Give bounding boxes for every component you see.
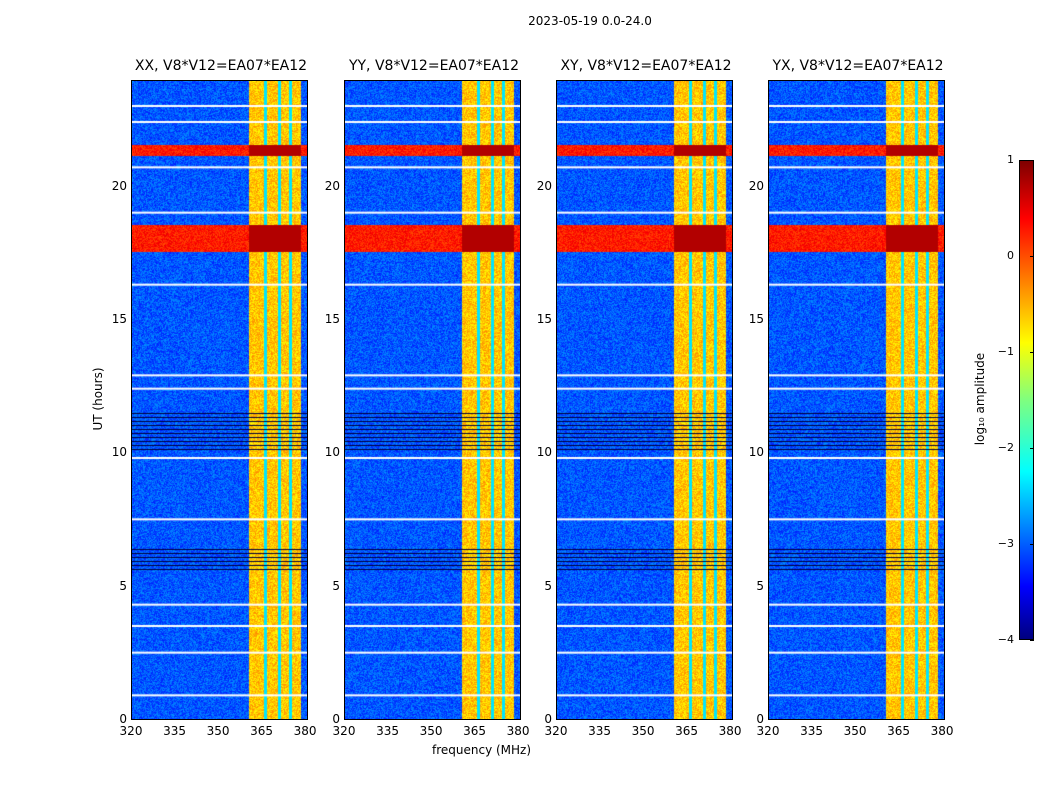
x-tick-label: 365 bbox=[250, 724, 274, 738]
x-tick-label: 350 bbox=[419, 724, 443, 738]
panel-yx: YX, V8*V12=EA07*EA12 bbox=[768, 58, 945, 720]
colorbar-tick-mark bbox=[1030, 448, 1034, 449]
heatmap-cells bbox=[557, 81, 732, 719]
y-tick-label: 15 bbox=[748, 312, 764, 326]
x-tick-label: 380 bbox=[930, 724, 954, 738]
heatmap-plot bbox=[768, 80, 945, 720]
y-tick-label: 15 bbox=[324, 312, 340, 326]
panel-title: YX, V8*V12=EA07*EA12 bbox=[772, 58, 944, 74]
y-tick-label: 0 bbox=[544, 712, 552, 726]
heatmap-cells bbox=[345, 81, 520, 719]
colorbar-tick-label: 0 bbox=[1007, 249, 1014, 262]
x-tick-label: 350 bbox=[843, 724, 867, 738]
y-tick-label: 10 bbox=[748, 445, 764, 460]
colorbar-tick-mark bbox=[1030, 544, 1034, 545]
y-tick-label: 15 bbox=[111, 312, 127, 326]
x-tick-label: 335 bbox=[800, 724, 823, 738]
colorbar-tick-label: −2 bbox=[997, 441, 1014, 454]
x-tick-label: 365 bbox=[463, 724, 487, 738]
colorbar-tick-mark bbox=[1030, 352, 1034, 353]
x-tick-label: 320 bbox=[756, 724, 780, 738]
y-tick-label: 5 bbox=[119, 578, 127, 593]
y-tick-label: 20 bbox=[748, 178, 764, 193]
x-tick-label: 335 bbox=[376, 724, 399, 738]
suptitle: 2023-05-19 0.0-24.0 bbox=[528, 14, 652, 28]
colorbar-tick-label: −3 bbox=[997, 537, 1014, 550]
heatmap-cells bbox=[769, 81, 944, 719]
colorbar-tick-label: −4 bbox=[997, 633, 1014, 646]
panel-xx: XX, V8*V12=EA07*EA12 bbox=[131, 58, 308, 720]
heatmap-plot bbox=[556, 80, 733, 720]
y-tick-label: 10 bbox=[536, 445, 552, 460]
x-tick-label: 350 bbox=[631, 724, 655, 738]
panel-title: XX, V8*V12=EA07*EA12 bbox=[134, 58, 308, 74]
y-tick-label: 20 bbox=[111, 178, 127, 193]
y-tick-label: 5 bbox=[756, 578, 764, 593]
x-tick-label: 350 bbox=[206, 724, 230, 738]
x-tick-label: 320 bbox=[544, 724, 568, 738]
y-tick-label: 5 bbox=[332, 578, 340, 593]
x-tick-label: 380 bbox=[506, 724, 530, 738]
y-tick-label: 15 bbox=[536, 312, 552, 326]
y-tick-label: 5 bbox=[544, 578, 552, 593]
panel-title: XY, V8*V12=EA07*EA12 bbox=[560, 58, 732, 74]
heatmap-plot bbox=[344, 80, 521, 720]
x-tick-label: 365 bbox=[675, 724, 699, 738]
colorbar-tick-mark bbox=[1030, 640, 1034, 641]
y-tick-label: 0 bbox=[756, 712, 764, 726]
colorbar-tick-mark bbox=[1030, 256, 1034, 257]
y-tick-label: 10 bbox=[111, 445, 127, 460]
x-tick-label: 380 bbox=[293, 724, 317, 738]
panel-xy: XY, V8*V12=EA07*EA12 bbox=[556, 58, 733, 720]
y-tick-label: 20 bbox=[324, 178, 340, 193]
panel-title: YY, V8*V12=EA07*EA12 bbox=[348, 58, 520, 74]
heatmap-plot bbox=[131, 80, 308, 720]
heatmap-cells bbox=[132, 81, 307, 719]
y-tick-label: 0 bbox=[332, 712, 340, 726]
panel-yy: YY, V8*V12=EA07*EA12 bbox=[344, 58, 521, 720]
y-tick-label: 10 bbox=[324, 445, 340, 460]
y-axis-label: UT (hours) bbox=[91, 367, 105, 431]
x-tick-label: 320 bbox=[119, 724, 143, 738]
x-tick-label: 335 bbox=[163, 724, 186, 738]
colorbar bbox=[1019, 160, 1034, 640]
colorbar-tick-label: 1 bbox=[1007, 153, 1014, 166]
y-tick-label: 20 bbox=[536, 178, 552, 193]
x-tick-label: 365 bbox=[887, 724, 911, 738]
x-tick-label: 320 bbox=[332, 724, 356, 738]
y-tick-label: 0 bbox=[119, 712, 127, 726]
x-tick-label: 335 bbox=[588, 724, 611, 738]
colorbar-tick-mark bbox=[1030, 160, 1034, 161]
colorbar-label: log₁₀ amplitude bbox=[973, 352, 987, 446]
x-axis-label: frequency (MHz) bbox=[432, 743, 532, 757]
x-tick-label: 380 bbox=[718, 724, 742, 738]
colorbar-tick-label: −1 bbox=[997, 345, 1014, 358]
